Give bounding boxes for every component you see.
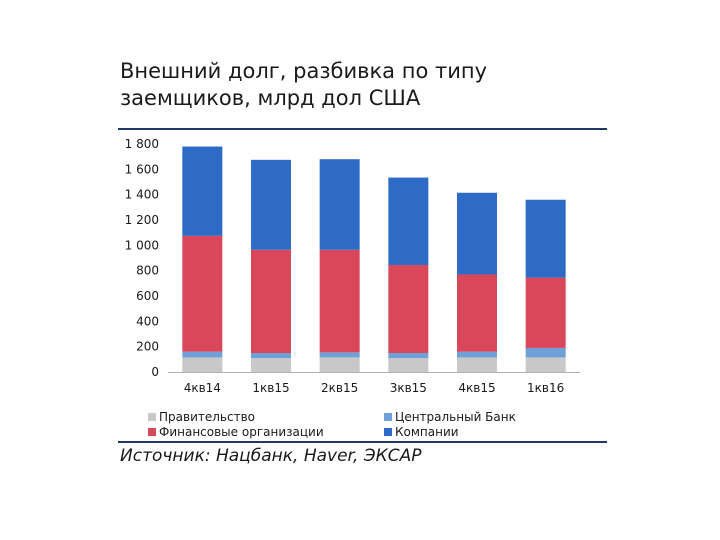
x-tick-label: 3кв15 bbox=[390, 381, 427, 395]
bar-segment bbox=[182, 235, 223, 352]
bar-segment bbox=[251, 358, 291, 372]
bar-segment bbox=[251, 159, 291, 250]
bar-segment bbox=[457, 351, 497, 358]
bar-segment bbox=[457, 192, 497, 275]
legend-label-financial: Финансовые организации bbox=[159, 425, 324, 439]
y-tick-label: 0 bbox=[151, 365, 159, 379]
bar-segment bbox=[319, 249, 360, 353]
chart-title: Внешний долг, разбивка по типу заемщиков… bbox=[120, 59, 488, 110]
legend-swatch-financial bbox=[148, 428, 156, 436]
top-rule bbox=[118, 128, 607, 130]
y-tick-label: 400 bbox=[136, 314, 159, 328]
x-tick-label: 1кв15 bbox=[252, 381, 289, 395]
source-note: Источник: Нацбанк, Haver, ЭКСАР bbox=[120, 446, 422, 466]
y-tick-label: 800 bbox=[136, 264, 159, 278]
x-tick-label: 4кв14 bbox=[184, 381, 221, 395]
legend-item-companies: Компании bbox=[384, 425, 584, 439]
y-tick-label: 1 400 bbox=[125, 188, 159, 202]
bar-segment bbox=[525, 199, 566, 278]
legend-label-government: Правительство bbox=[159, 410, 255, 424]
bar-segment bbox=[457, 357, 497, 372]
bar-segment bbox=[525, 277, 566, 348]
legend: Правительство Центральный Банк Финансовы… bbox=[148, 410, 598, 439]
y-axis: 0 200 400 600 800 1 000 1 200 1 400 1 600 1 800 bbox=[125, 137, 159, 379]
y-tick-label: 1 200 bbox=[125, 213, 159, 227]
bar-segment bbox=[251, 249, 291, 353]
legend-label-companies: Компании bbox=[395, 425, 459, 439]
x-axis: 4кв14 1кв15 2кв15 3кв15 4кв15 1кв16 bbox=[168, 372, 580, 395]
bar-segment bbox=[388, 358, 429, 372]
legend-item-financial: Финансовые организации bbox=[148, 425, 384, 439]
legend-label-central-bank: Центральный Банк bbox=[395, 410, 516, 424]
legend-swatch-companies bbox=[384, 428, 392, 436]
bar-segment bbox=[388, 177, 429, 265]
bar-segment bbox=[319, 352, 360, 358]
legend-item-central-bank: Центральный Банк bbox=[384, 410, 584, 424]
x-tick-label: 4кв15 bbox=[458, 381, 495, 395]
y-tick-label: 200 bbox=[136, 340, 159, 354]
x-tick-label: 1кв16 bbox=[527, 381, 564, 395]
bar-segment bbox=[182, 351, 223, 358]
bar-segment bbox=[525, 347, 566, 358]
bar-segment bbox=[251, 353, 291, 359]
y-tick-label: 600 bbox=[136, 289, 159, 303]
y-tick-label: 1 000 bbox=[125, 238, 159, 252]
bar-segment bbox=[182, 357, 223, 372]
legend-swatch-central-bank bbox=[384, 413, 392, 421]
legend-swatch-government bbox=[148, 413, 156, 421]
legend-item-government: Правительство bbox=[148, 410, 384, 424]
bar-segment bbox=[182, 146, 223, 236]
x-tick-label: 2кв15 bbox=[321, 381, 358, 395]
bar-segment bbox=[525, 357, 566, 372]
bars bbox=[182, 146, 566, 372]
y-tick-label: 1 800 bbox=[125, 137, 159, 151]
bar-segment bbox=[388, 264, 429, 353]
y-tick-label: 1 600 bbox=[125, 162, 159, 176]
bottom-rule bbox=[118, 441, 607, 443]
bar-segment bbox=[319, 357, 360, 372]
bar-segment bbox=[319, 159, 360, 250]
bar-segment bbox=[457, 274, 497, 352]
bar-segment bbox=[388, 353, 429, 359]
